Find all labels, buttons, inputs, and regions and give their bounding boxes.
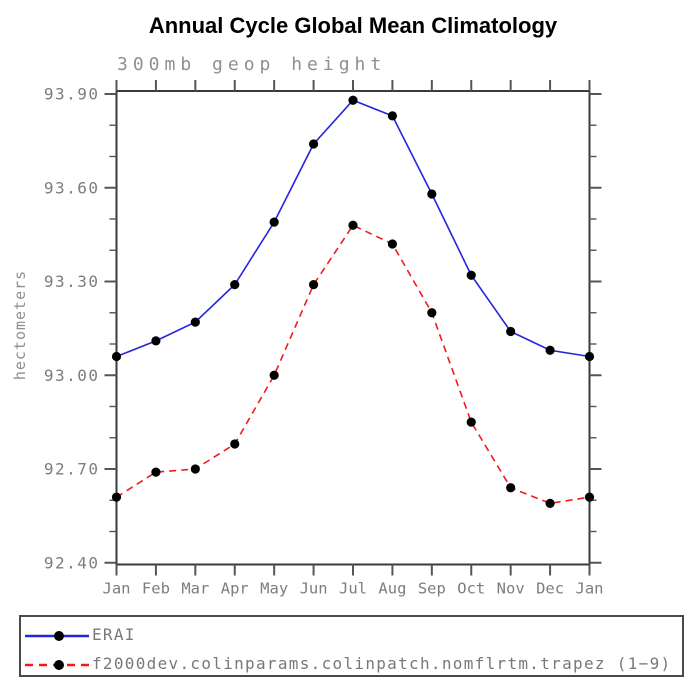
y-tick-label: 92.70: [44, 460, 100, 479]
data-point-marker: [269, 370, 279, 380]
x-tick-label: Jan: [576, 580, 604, 598]
data-point-marker: [584, 492, 595, 502]
x-tick-label: Feb: [142, 580, 170, 598]
data-point-marker: [348, 220, 358, 230]
data-point-marker: [230, 439, 240, 449]
x-tick-label: Sep: [418, 580, 446, 598]
data-point-marker: [151, 336, 161, 346]
x-tick-label: Apr: [221, 580, 249, 598]
legend-entry-erai: ERAI: [21, 621, 682, 651]
y-tick-label: 92.40: [44, 553, 100, 572]
data-point-marker: [466, 270, 476, 280]
data-point-marker: [308, 139, 319, 149]
data-point-marker: [111, 351, 122, 362]
y-tick-label: 93.00: [44, 366, 100, 385]
data-point-marker: [506, 326, 516, 337]
legend-label: ERAI: [92, 625, 136, 644]
data-point-marker: [111, 492, 122, 502]
y-tick-label: 93.30: [44, 272, 100, 291]
series-line: [116, 224, 590, 505]
data-point-marker: [308, 280, 319, 290]
x-tick-label: May: [260, 580, 288, 598]
legend-label: f2000dev.colinparams.colinpatch.nomflrtm…: [92, 654, 672, 673]
data-point-marker: [190, 464, 200, 474]
x-tick-label: Jun: [300, 580, 328, 598]
y-tick-label: 93.90: [44, 85, 100, 104]
x-tick-label: Nov: [497, 580, 525, 598]
data-point-marker: [506, 483, 516, 493]
data-point-marker: [348, 95, 358, 105]
legend-entry-f2000dev: f2000dev.colinparams.colinpatch.nomflrtm…: [21, 650, 682, 680]
data-point-marker: [151, 467, 161, 477]
data-point-marker: [545, 498, 555, 508]
legend-line-sample-solid: [24, 621, 90, 651]
x-tick-label: Mar: [181, 580, 209, 598]
data-point-marker: [230, 280, 240, 290]
legend-box: ERAI f2000dev.colinparams.colinpatch.nom…: [19, 615, 684, 677]
y-tick-label: 93.60: [44, 178, 100, 197]
x-tick-label: Oct: [457, 580, 485, 598]
data-point-marker: [427, 189, 437, 199]
chart-title: Annual Cycle Global Mean Climatology: [148, 13, 558, 38]
data-point-marker: [427, 308, 437, 318]
x-tick-label: Dec: [536, 580, 564, 598]
legend-line-sample-dashed: [24, 650, 90, 680]
x-tick-label: Jul: [339, 580, 367, 598]
data-point-marker: [545, 345, 555, 355]
chart-subtitle: 300mb geop height: [117, 54, 387, 75]
plot-area: Jan Feb Mar Apr May Jun Jul Aug Sep Oct Nov Dec Jan9…: [44, 80, 604, 598]
data-point-marker: [190, 317, 200, 327]
x-tick-label: Jan: [103, 580, 131, 598]
data-point-marker: [269, 217, 279, 227]
data-point-marker: [387, 111, 398, 121]
x-tick-label: Aug: [378, 580, 406, 598]
data-point-marker: [584, 351, 595, 362]
data-point-marker: [466, 417, 476, 427]
data-point-marker: [387, 239, 398, 249]
